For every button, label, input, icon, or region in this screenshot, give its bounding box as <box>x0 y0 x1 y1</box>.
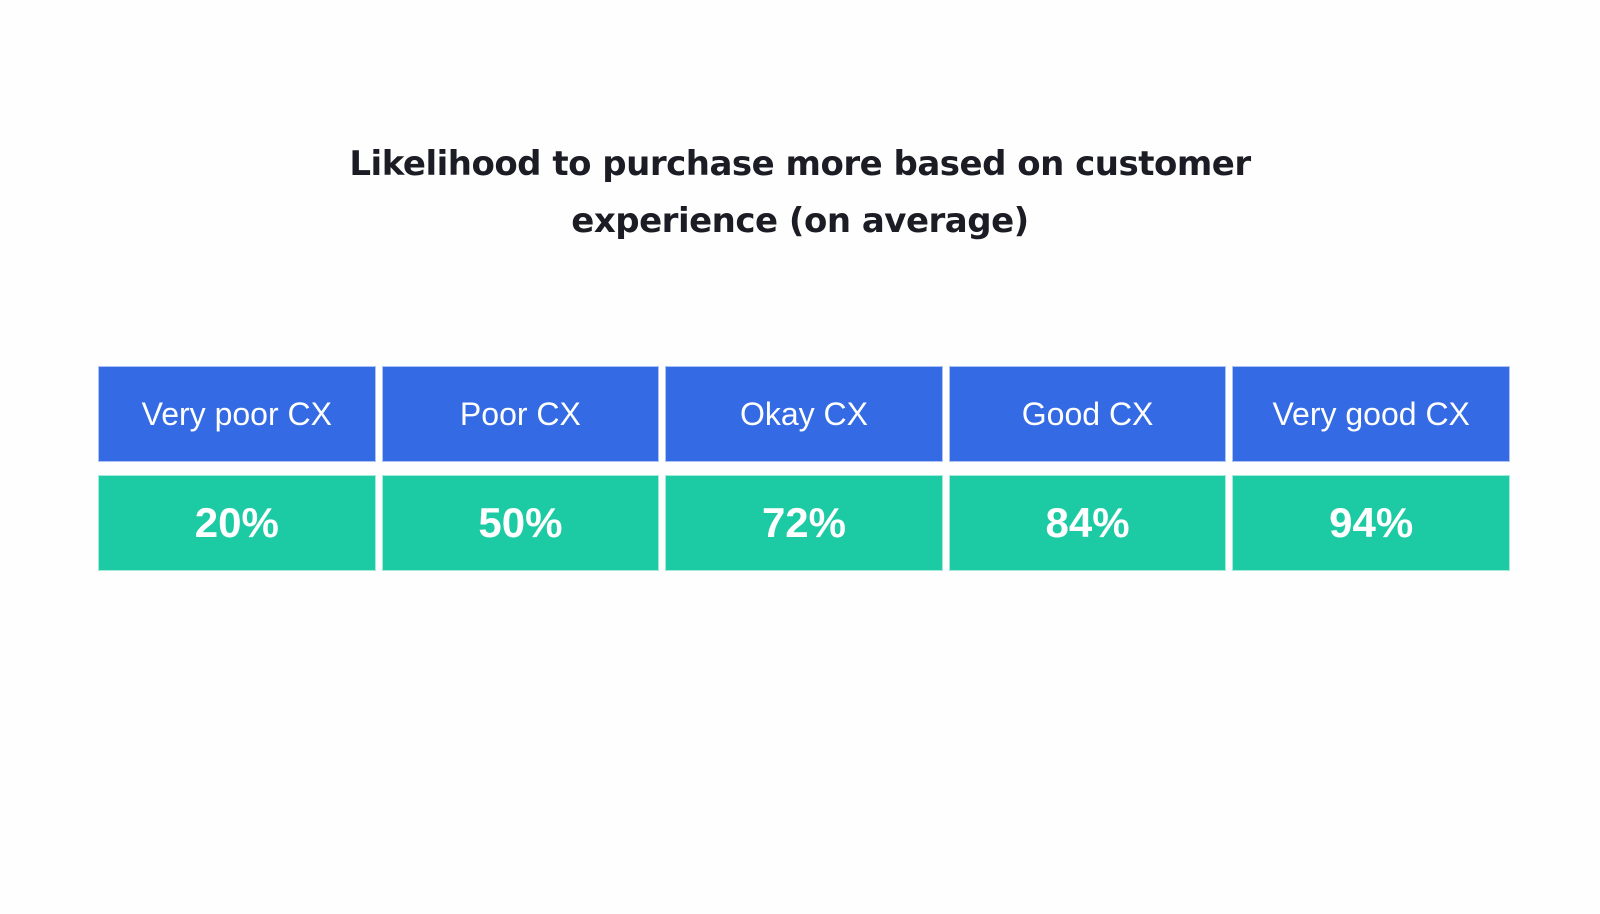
value-cell-okay: 72% <box>665 475 943 571</box>
header-cell-very-good: Very good CX <box>1232 366 1510 462</box>
cx-table: Very poor CX Poor CX Okay CX Good CX Ver… <box>98 366 1510 571</box>
value-row: 20% 50% 72% 84% 94% <box>98 475 1510 571</box>
value-cell-very-poor: 20% <box>98 475 376 571</box>
header-cell-good: Good CX <box>948 366 1227 462</box>
chart-title-line-2: experience (on average) <box>571 201 1029 241</box>
chart-title-line-1: Likelihood to purchase more based on cus… <box>349 144 1251 184</box>
value-cell-very-good: 94% <box>1232 475 1510 571</box>
value-cell-good: 84% <box>948 475 1227 571</box>
header-row: Very poor CX Poor CX Okay CX Good CX Ver… <box>98 366 1510 462</box>
value-cell-poor: 50% <box>381 475 660 571</box>
header-cell-okay: Okay CX <box>665 366 943 462</box>
header-cell-poor: Poor CX <box>381 366 660 462</box>
chart-title: Likelihood to purchase more based on cus… <box>0 136 1600 250</box>
header-cell-very-poor: Very poor CX <box>98 366 376 462</box>
